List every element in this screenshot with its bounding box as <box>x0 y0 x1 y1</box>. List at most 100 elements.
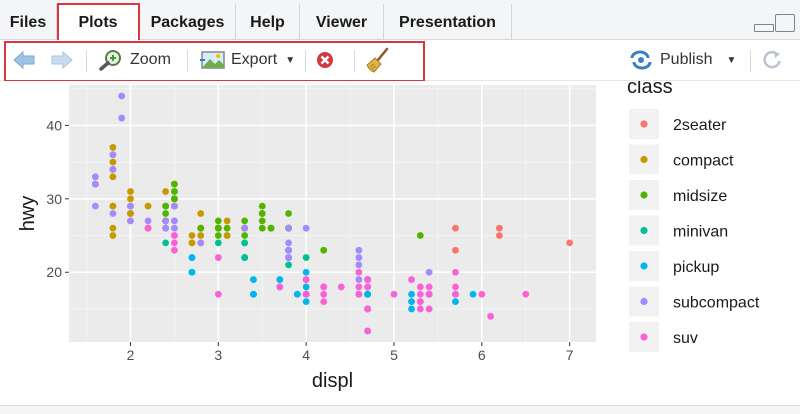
data-point-minivan <box>214 239 222 247</box>
data-point-subcompact <box>285 254 292 261</box>
data-point-pickup <box>302 298 310 306</box>
x-tick-label: 2 <box>127 347 135 363</box>
data-point-2seater <box>452 224 459 232</box>
data-point-suv <box>171 246 178 254</box>
broom-icon <box>366 47 389 73</box>
data-point-compact <box>127 210 134 217</box>
data-point-subcompact <box>91 173 99 181</box>
data-point-pickup <box>250 276 257 283</box>
data-point-subcompact <box>144 217 152 225</box>
data-point-midsize <box>171 195 178 203</box>
zoom-label: Zoom <box>130 51 171 68</box>
legend-label: compact <box>673 153 734 170</box>
data-point-subcompact <box>197 239 205 247</box>
legend-label: minivan <box>673 224 728 241</box>
data-point-midsize <box>267 224 275 232</box>
data-point-compact <box>127 188 134 195</box>
refresh-icon <box>763 50 781 69</box>
remove-plot-button[interactable] <box>315 40 335 80</box>
legend-key-suv <box>640 333 648 341</box>
maximize-pane-button[interactable] <box>775 14 795 32</box>
x-tick-label: 5 <box>390 347 398 363</box>
data-point-midsize <box>258 224 266 232</box>
tab-presentation[interactable]: Presentation <box>384 4 512 40</box>
y-tick-label: 20 <box>46 264 62 280</box>
data-point-2seater <box>566 239 574 247</box>
legend-label: suv <box>673 330 698 347</box>
x-tick-label: 6 <box>478 347 486 363</box>
legend-label: pickup <box>673 259 719 276</box>
dropdown-arrow-icon: ▼ <box>726 54 737 66</box>
x-tick-label: 4 <box>302 347 310 363</box>
legend-title: class <box>627 81 673 98</box>
toolbar-separator <box>86 50 87 72</box>
data-point-compact <box>188 232 196 239</box>
data-point-midsize <box>241 232 249 239</box>
data-point-subcompact <box>425 268 433 276</box>
tab-viewer[interactable]: Viewer <box>300 4 384 40</box>
legend-label: midsize <box>673 188 727 205</box>
minimize-pane-button[interactable] <box>754 24 774 32</box>
data-point-compact <box>109 158 117 166</box>
toolbar-separator <box>750 50 751 72</box>
data-point-suv <box>355 283 363 291</box>
data-point-suv <box>425 305 433 313</box>
dropdown-arrow-icon: ▼ <box>285 54 296 66</box>
publish-icon <box>630 50 652 70</box>
data-point-subcompact <box>302 224 310 232</box>
publish-label: Publish <box>660 51 713 68</box>
data-point-subcompact <box>355 246 363 254</box>
data-point-compact <box>197 210 205 217</box>
data-point-compact <box>127 195 134 203</box>
data-point-suv <box>478 290 486 298</box>
data-point-pickup <box>302 268 310 276</box>
legend-key-pickup <box>640 262 648 270</box>
data-point-pickup <box>250 290 257 298</box>
data-point-compact <box>109 202 117 210</box>
data-point-subcompact <box>91 202 99 210</box>
tab-files[interactable]: Files <box>0 4 57 40</box>
toolbar-separator <box>354 50 355 72</box>
pane-bottom-border <box>0 405 800 414</box>
legend-label: 2seater <box>673 117 727 134</box>
data-point-compact <box>197 232 205 239</box>
data-point-suv <box>144 224 152 232</box>
data-point-suv <box>364 305 372 313</box>
tab-help[interactable]: Help <box>236 4 300 40</box>
data-point-subcompact <box>355 276 363 283</box>
data-point-subcompact <box>109 210 117 217</box>
clear-all-plots-button[interactable] <box>365 40 391 80</box>
data-point-pickup <box>469 290 477 298</box>
data-point-compact <box>109 144 117 151</box>
toolbar-separator <box>305 50 306 72</box>
data-point-minivan <box>302 254 310 261</box>
data-point-suv <box>171 239 178 247</box>
back-button[interactable] <box>12 40 36 80</box>
data-point-suv <box>302 290 310 298</box>
zoom-button[interactable]: Zoom <box>98 40 171 80</box>
data-point-subcompact <box>91 180 99 188</box>
data-point-suv <box>416 298 424 306</box>
data-point-pickup <box>302 283 310 291</box>
data-point-suv <box>337 283 345 291</box>
tab-plots[interactable]: Plots <box>57 4 140 41</box>
data-point-minivan <box>162 239 170 247</box>
data-point-subcompact <box>118 92 126 100</box>
export-button[interactable]: Export ▼ <box>199 40 295 80</box>
data-point-compact <box>109 232 117 239</box>
data-point-suv <box>416 305 424 313</box>
data-point-midsize <box>416 232 424 239</box>
forward-button[interactable] <box>50 40 74 80</box>
refresh-button[interactable] <box>761 40 783 80</box>
data-point-midsize <box>258 210 266 217</box>
data-point-subcompact <box>285 239 292 247</box>
data-point-midsize <box>241 217 249 225</box>
data-point-suv <box>452 268 459 276</box>
arrow-right-icon <box>51 50 73 70</box>
legend-key-compact <box>640 155 648 164</box>
remove-plot-icon <box>317 52 333 68</box>
tab-packages[interactable]: Packages <box>140 4 236 40</box>
data-point-midsize <box>162 210 170 217</box>
publish-button[interactable]: Publish ▼ <box>628 40 736 80</box>
data-point-subcompact <box>285 224 292 232</box>
